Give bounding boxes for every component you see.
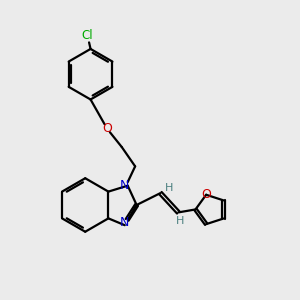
Text: O: O	[201, 188, 211, 201]
Text: H: H	[164, 183, 173, 193]
Text: O: O	[102, 122, 112, 135]
Text: Cl: Cl	[81, 29, 93, 42]
Text: H: H	[176, 216, 184, 226]
Text: N: N	[120, 216, 129, 229]
Text: N: N	[120, 179, 129, 192]
